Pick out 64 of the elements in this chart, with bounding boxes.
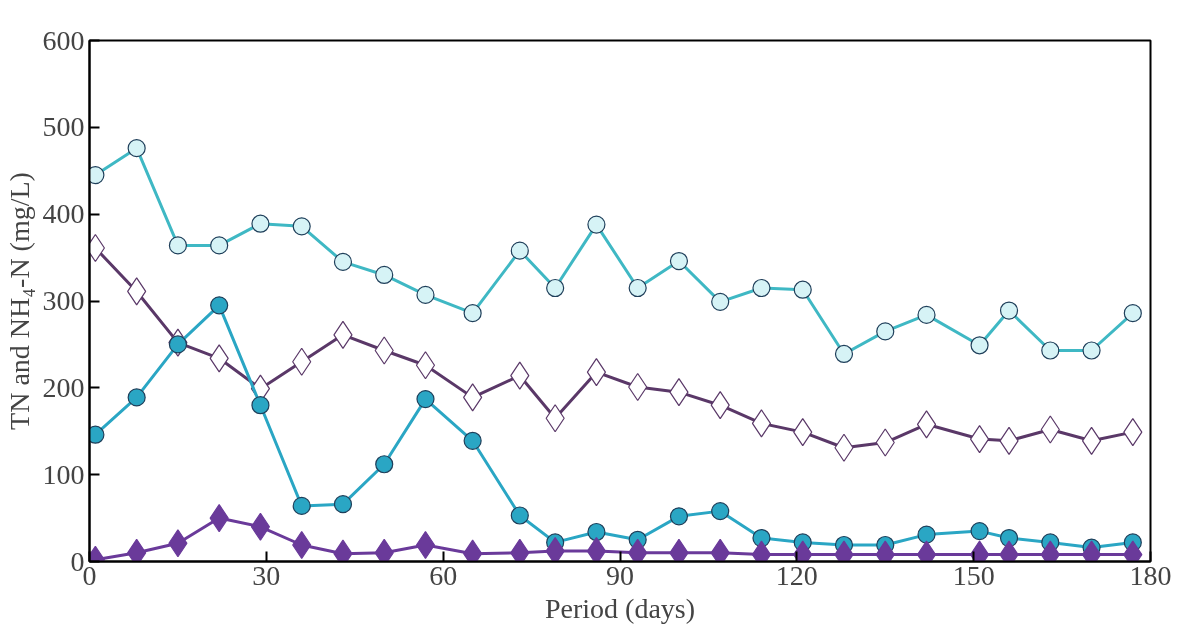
- point: [1081, 426, 1102, 455]
- point: [711, 292, 730, 311]
- point: [970, 522, 989, 541]
- x-tick-label: 180: [1129, 559, 1172, 591]
- point: [586, 536, 607, 562]
- point: [292, 496, 311, 516]
- point: [333, 495, 353, 514]
- point: [793, 280, 812, 299]
- point: [752, 278, 771, 298]
- x-tick-label: 60: [429, 559, 458, 591]
- x-axis-title: Period (days): [544, 592, 696, 624]
- point: [375, 455, 394, 474]
- point: [834, 344, 854, 364]
- point: [292, 217, 311, 236]
- x-tick-label: 90: [606, 559, 634, 591]
- y-axis-title: TN and NH₄-N (mg/L): [3, 172, 35, 430]
- point: [416, 285, 435, 304]
- point: [999, 301, 1019, 320]
- point: [375, 265, 394, 285]
- point: [210, 236, 229, 255]
- x-tick-label: 120: [775, 559, 818, 591]
- point: [916, 410, 937, 439]
- point: [545, 536, 565, 562]
- point: [917, 305, 936, 324]
- x-tick-label: 150: [952, 559, 995, 591]
- point: [168, 335, 188, 354]
- point: [669, 507, 689, 526]
- point: [510, 506, 529, 525]
- point: [168, 236, 188, 255]
- y-tick-label: 200: [42, 371, 85, 403]
- point: [415, 530, 436, 560]
- point: [969, 424, 990, 454]
- point: [587, 215, 606, 234]
- point: [415, 351, 436, 380]
- point: [127, 139, 146, 158]
- point: [586, 358, 607, 387]
- point: [751, 409, 772, 438]
- point: [510, 241, 529, 260]
- point: [463, 304, 482, 323]
- point: [251, 396, 270, 415]
- y-tick-label: 600: [42, 24, 85, 56]
- y-tick-label: 300: [42, 285, 85, 316]
- point: [463, 431, 482, 450]
- point: [1123, 304, 1142, 323]
- point: [587, 522, 606, 542]
- y-tick-label: 100: [42, 458, 85, 490]
- point: [669, 251, 689, 271]
- y-tick-label: 500: [42, 111, 85, 143]
- point: [210, 296, 229, 315]
- point: [1082, 341, 1101, 360]
- point: [127, 388, 146, 407]
- point: [333, 252, 353, 272]
- point: [250, 512, 271, 541]
- point: [970, 336, 989, 355]
- point: [546, 278, 565, 298]
- point: [711, 502, 730, 521]
- x-tick-label: 30: [252, 559, 281, 591]
- point: [416, 390, 435, 409]
- point: [251, 214, 270, 233]
- y-tick-label: 400: [42, 198, 85, 230]
- point: [876, 322, 895, 341]
- point: [1041, 341, 1060, 360]
- point: [628, 278, 647, 298]
- point: [917, 525, 936, 544]
